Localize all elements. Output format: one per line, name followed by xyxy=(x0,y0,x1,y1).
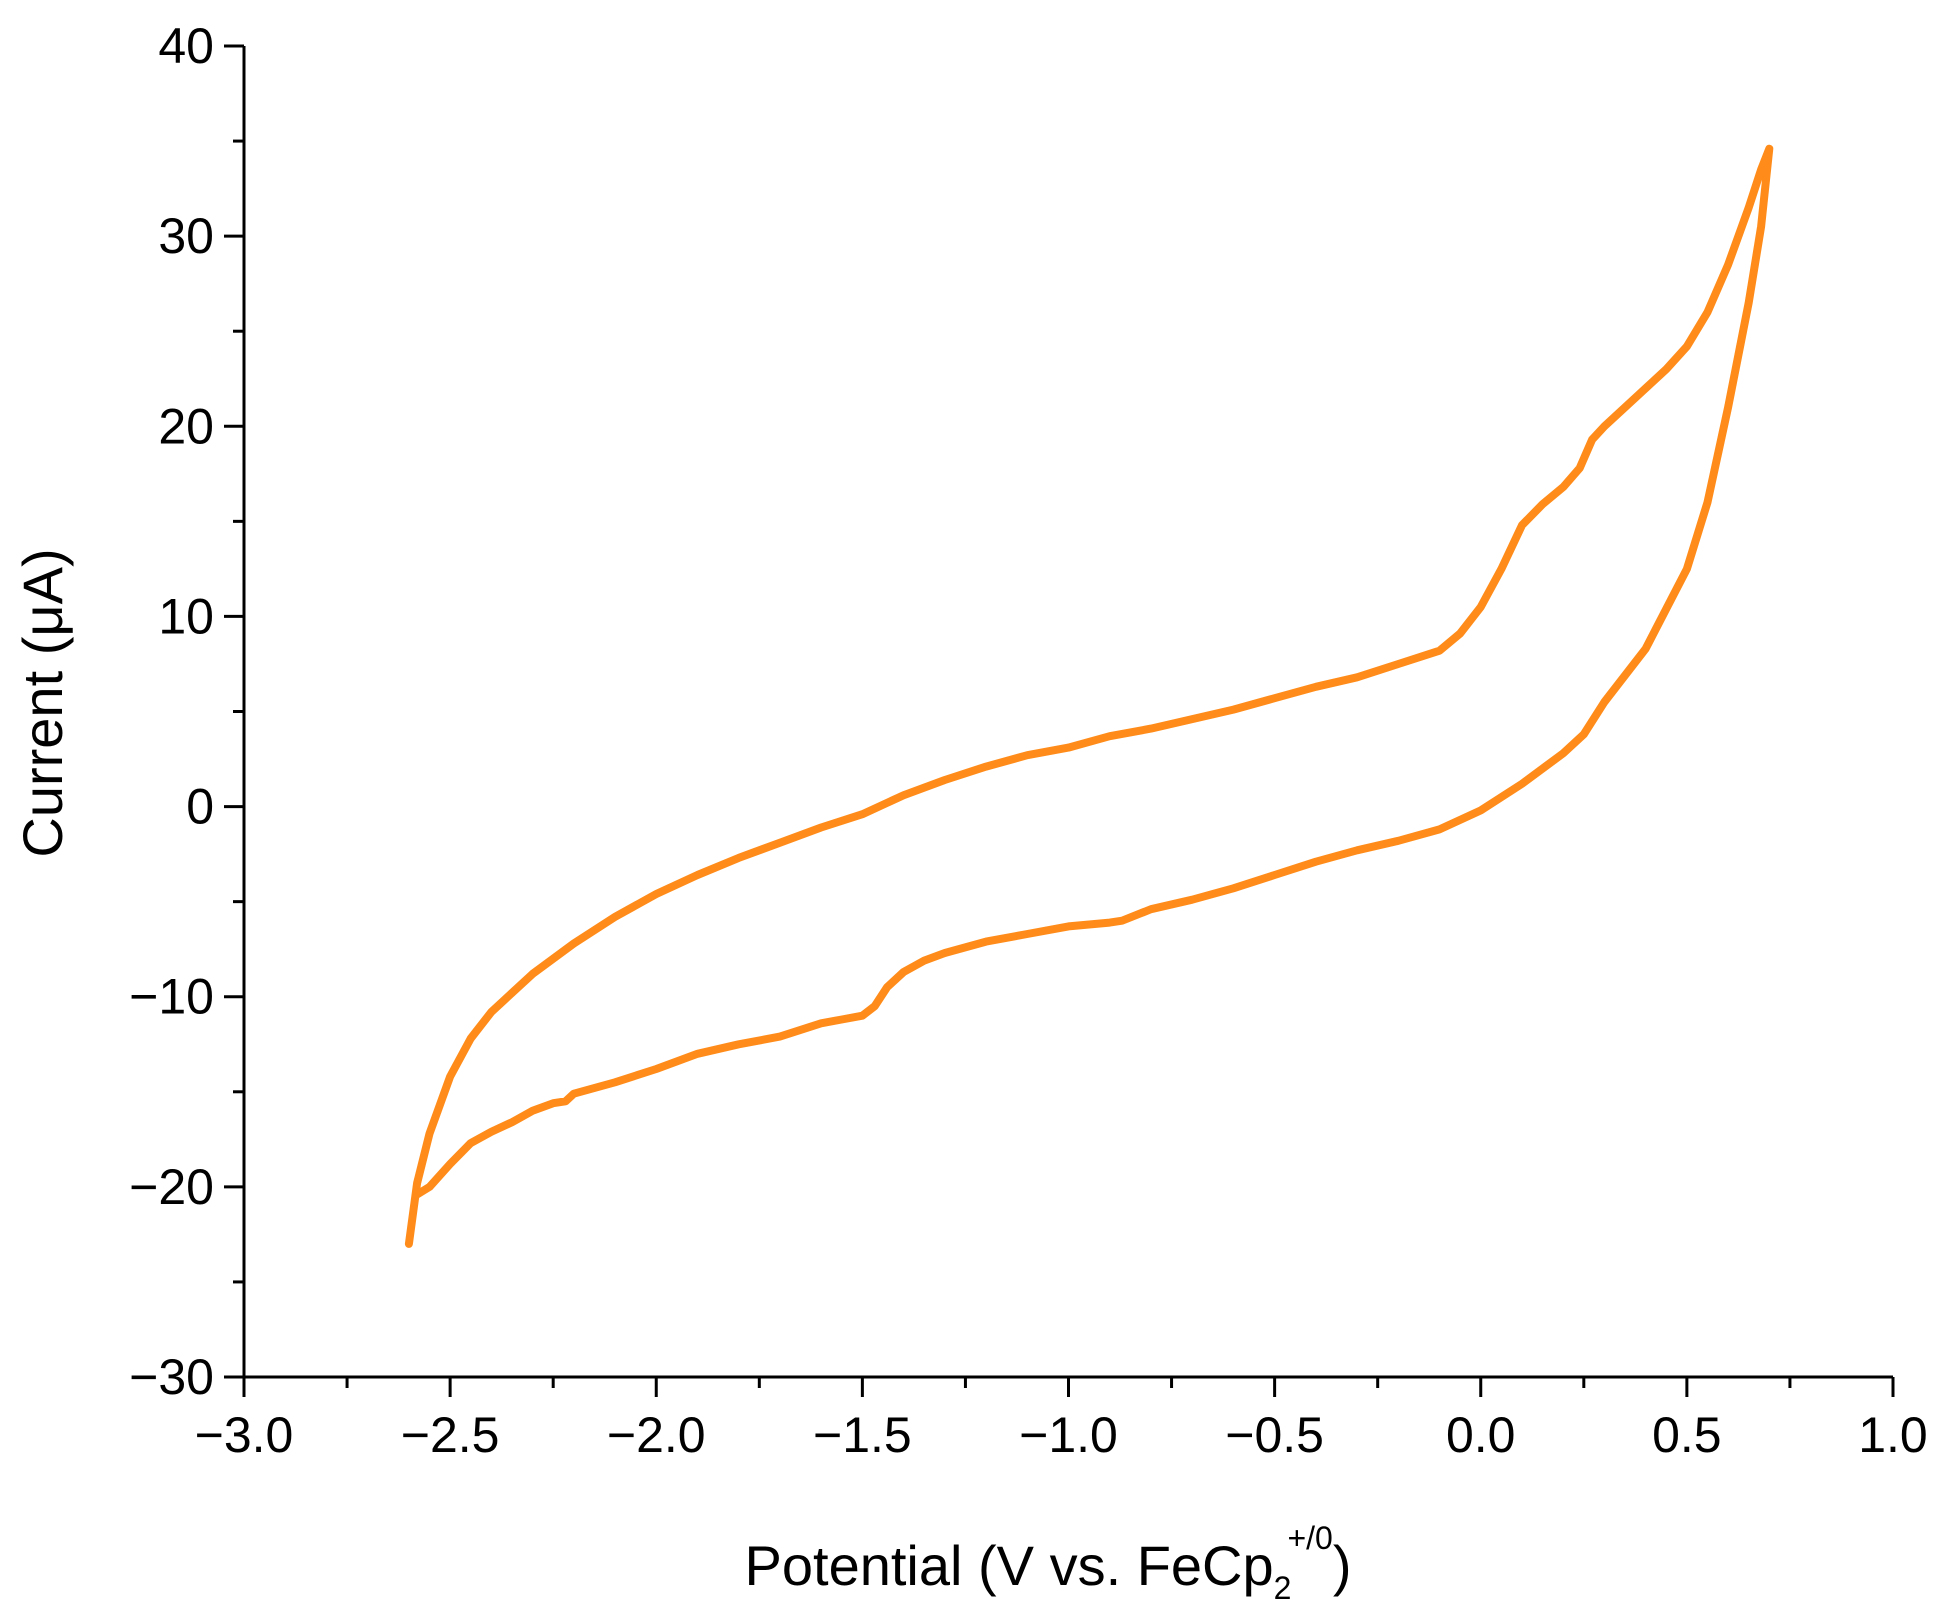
y-tick-label: −30 xyxy=(129,1349,214,1405)
series-layer xyxy=(404,144,1774,1248)
ticks xyxy=(224,44,1895,1397)
y-tick-label: −20 xyxy=(129,1159,214,1215)
y-tick-label: 10 xyxy=(158,588,214,644)
y-axis-title: Current (μA) xyxy=(11,548,74,857)
x-axis-title-superscript: +/0 xyxy=(1287,1520,1332,1556)
y-tick-label: 20 xyxy=(158,398,214,454)
x-tick-label: 0.5 xyxy=(1652,1407,1722,1463)
axes xyxy=(242,46,1893,1379)
y-tick-label: 40 xyxy=(158,18,214,74)
x-tick-label: −1.5 xyxy=(813,1407,912,1463)
x-tick-label: −0.5 xyxy=(1225,1407,1324,1463)
x-tick-label: −3.0 xyxy=(195,1407,294,1463)
y-tick-label: 0 xyxy=(186,779,214,835)
y-tick-label: −10 xyxy=(129,969,214,1025)
y-tick-label: 30 xyxy=(158,208,214,264)
x-tick-label: −2.5 xyxy=(401,1407,500,1463)
x-tick-label: 1.0 xyxy=(1858,1407,1928,1463)
tick-labels: −3.0 −2.5 −2.0 −1.5 −1.0 −0.5 0.0 0.5 1.0 −30 −20 −… xyxy=(129,18,1928,1463)
x-axis-title: Potential (V vs. FeCp2 +/0) xyxy=(745,1520,1352,1606)
x-axis-title-suffix: ) xyxy=(1333,1534,1352,1597)
x-tick-label: −1.0 xyxy=(1019,1407,1118,1463)
x-tick-label: −2.0 xyxy=(607,1407,706,1463)
x-axis-title-prefix: Potential (V vs. FeCp xyxy=(745,1534,1274,1597)
series-line-cv-scan xyxy=(404,144,1774,1248)
x-axis-title-subscript: 2 xyxy=(1274,1570,1292,1606)
x-tick-label: 0.0 xyxy=(1446,1407,1516,1463)
